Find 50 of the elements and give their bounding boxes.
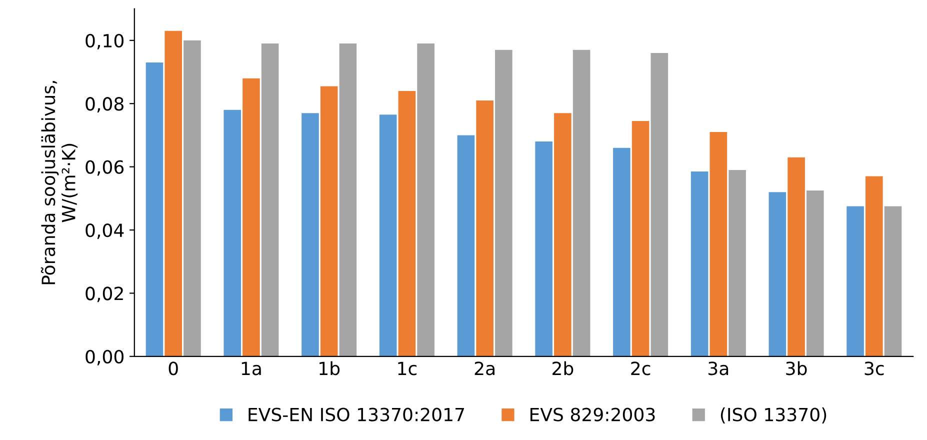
- legend-label: EVS 829:2003: [530, 408, 655, 422]
- y-tick-label: 0,00: [86, 350, 124, 366]
- bar: [398, 90, 416, 356]
- bar: [846, 206, 864, 356]
- y-tick-label: 0,04: [86, 223, 124, 239]
- bar: [417, 44, 434, 356]
- bar: [710, 132, 728, 356]
- bar: [632, 120, 650, 356]
- bar: [242, 78, 260, 356]
- bar: [884, 206, 902, 356]
- bar: [806, 190, 824, 356]
- bar: [728, 170, 746, 356]
- y-tick-label: 0,06: [86, 160, 124, 176]
- legend-label: (ISO 13370): [720, 407, 826, 424]
- y-tick-label: 0,08: [86, 97, 124, 113]
- bar: [495, 50, 512, 356]
- x-tick-label: 3a: [708, 362, 728, 376]
- bar: [535, 142, 552, 356]
- bar: [476, 100, 494, 356]
- x-tick-label: 3b: [786, 361, 807, 376]
- bar: [613, 148, 630, 356]
- x-tick-label: 2b: [552, 361, 574, 376]
- x-tick-label: 1a: [242, 362, 261, 376]
- x-tick-label: 0: [168, 362, 178, 376]
- legend-label: EVS-EN ISO 13370:2017: [248, 408, 464, 422]
- bar: [320, 86, 338, 356]
- bar: [261, 44, 279, 356]
- bar: [554, 113, 572, 356]
- bar: [457, 135, 475, 356]
- x-tick-label: 1b: [320, 361, 340, 376]
- bar: [572, 50, 590, 356]
- bar: [339, 44, 357, 356]
- bar: [788, 157, 805, 356]
- y-tick-label: 0,10: [86, 34, 124, 50]
- bar: [224, 110, 242, 356]
- bar: [184, 40, 201, 356]
- x-tick-label: 2a: [474, 362, 494, 376]
- y-axis-title: Põranda soojusläbivus, W/(m²·K): [40, 81, 78, 284]
- bar: [866, 176, 883, 356]
- bar: [768, 192, 786, 356]
- x-tick-label: 2c: [631, 362, 650, 376]
- bar: [146, 62, 164, 356]
- bar: [690, 172, 708, 356]
- bar: [164, 30, 182, 356]
- bar: [302, 113, 319, 356]
- x-tick-label: 1c: [398, 362, 417, 376]
- y-tick-label: 0,02: [86, 286, 123, 302]
- x-tick-label: 3c: [864, 362, 884, 376]
- bar: [379, 114, 397, 356]
- bar: [650, 53, 668, 356]
